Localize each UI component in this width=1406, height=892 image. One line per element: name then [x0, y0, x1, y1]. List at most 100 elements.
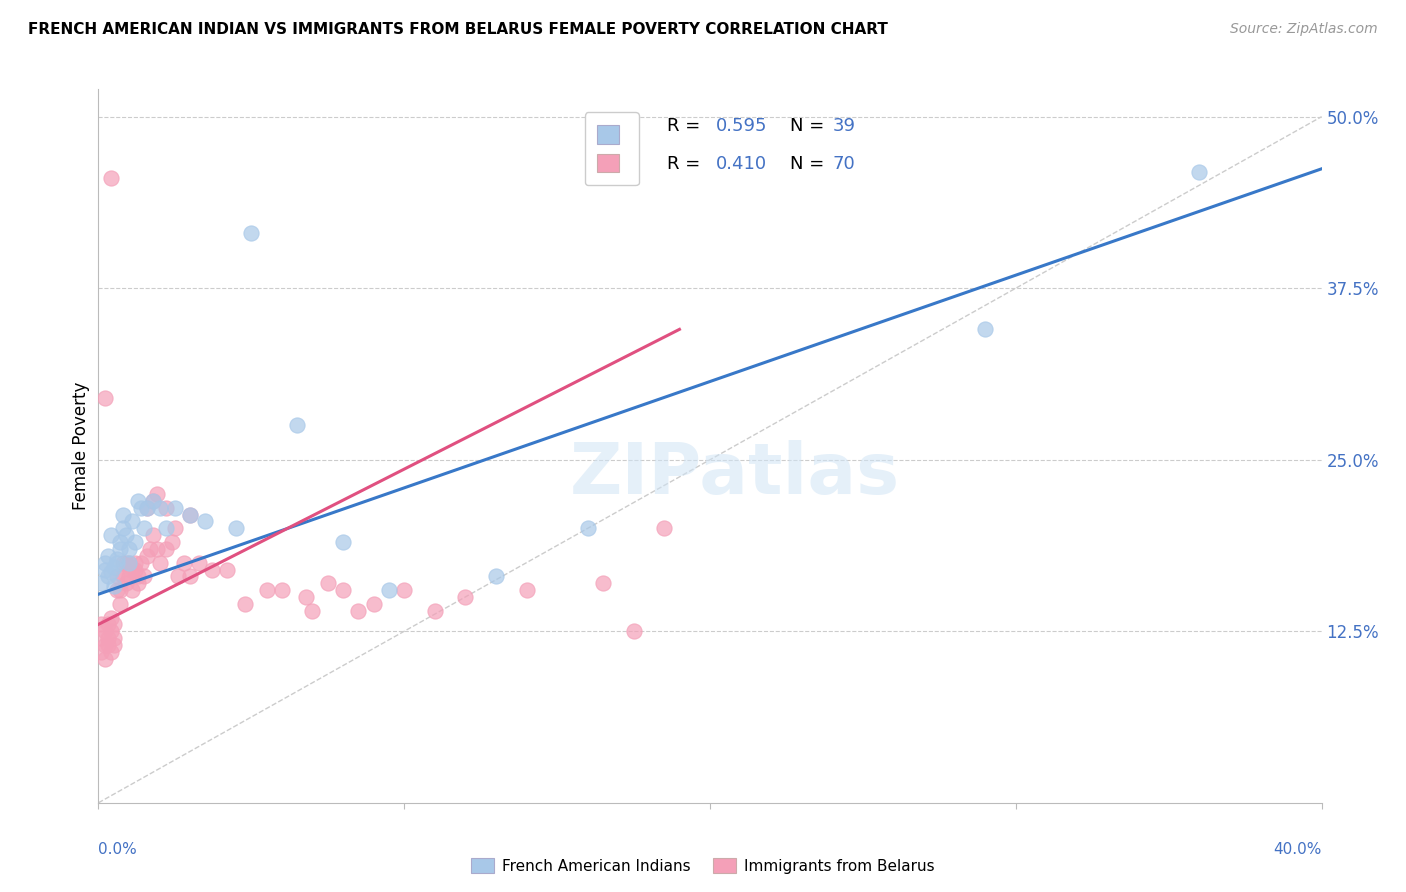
Point [134, 569, 156, 583]
Point [127, 569, 149, 583]
Point [423, 604, 446, 618]
Point [121, 515, 143, 529]
Point [136, 549, 159, 563]
Point [97, 617, 120, 632]
Point [129, 500, 152, 515]
Point [97, 631, 120, 645]
Point [93, 556, 115, 570]
Text: FRENCH AMERICAN INDIAN VS IMMIGRANTS FROM BELARUS FEMALE POVERTY CORRELATION CHA: FRENCH AMERICAN INDIAN VS IMMIGRANTS FRO… [28, 22, 889, 37]
Text: Source: ZipAtlas.com: Source: ZipAtlas.com [1230, 22, 1378, 37]
Point [215, 562, 238, 576]
Point [1188, 164, 1211, 178]
Point [93, 638, 115, 652]
Point [111, 521, 134, 535]
Point [90, 645, 112, 659]
Point [974, 322, 997, 336]
Text: R =: R = [668, 155, 706, 173]
Point [163, 500, 186, 515]
Text: 0.595: 0.595 [716, 118, 768, 136]
Point [100, 645, 122, 659]
Point [105, 583, 128, 598]
Point [167, 569, 190, 583]
Point [155, 500, 177, 515]
Point [100, 528, 122, 542]
Text: N =: N = [790, 155, 830, 173]
Point [516, 583, 538, 598]
Legend: , : , [585, 112, 638, 186]
Point [93, 624, 115, 639]
Point [155, 521, 177, 535]
Point [105, 556, 128, 570]
Text: 39: 39 [832, 118, 855, 136]
Text: N =: N = [790, 118, 830, 136]
Point [295, 590, 318, 604]
Point [103, 631, 125, 645]
Point [145, 487, 167, 501]
Point [118, 541, 141, 556]
Point [149, 556, 172, 570]
Point [188, 556, 211, 570]
Point [93, 651, 115, 665]
Point [103, 559, 125, 574]
Text: 0.0%: 0.0% [98, 842, 138, 857]
Point [93, 562, 115, 576]
Point [225, 521, 247, 535]
Point [145, 541, 167, 556]
Point [301, 604, 323, 618]
Point [111, 508, 134, 522]
Point [111, 569, 134, 583]
Point [623, 624, 645, 639]
Point [127, 494, 149, 508]
Point [124, 556, 146, 570]
Point [103, 579, 125, 593]
Point [118, 569, 141, 583]
Point [240, 227, 263, 241]
Text: 0.410: 0.410 [716, 155, 768, 173]
Point [124, 535, 146, 549]
Point [100, 610, 122, 624]
Point [316, 576, 339, 591]
Text: 40.0%: 40.0% [1274, 842, 1322, 857]
Point [142, 494, 165, 508]
Point [163, 521, 186, 535]
Point [160, 535, 183, 549]
Text: 70: 70 [832, 155, 855, 173]
Point [270, 583, 292, 598]
Point [97, 549, 120, 563]
Point [378, 583, 401, 598]
Point [134, 521, 156, 535]
Point [149, 500, 172, 515]
Point [115, 528, 138, 542]
Point [652, 521, 675, 535]
Point [100, 171, 122, 186]
Y-axis label: Female Poverty: Female Poverty [72, 382, 90, 510]
Point [127, 576, 149, 591]
Point [108, 541, 131, 556]
Point [129, 556, 152, 570]
Point [179, 508, 201, 522]
Point [108, 535, 131, 549]
Point [118, 556, 141, 570]
Point [173, 556, 195, 570]
Point [347, 604, 370, 618]
Point [363, 597, 385, 611]
Point [105, 569, 128, 583]
Point [285, 418, 308, 433]
Point [179, 508, 201, 522]
Point [139, 541, 162, 556]
Point [108, 597, 131, 611]
Point [179, 569, 201, 583]
Point [111, 556, 134, 570]
Point [136, 500, 159, 515]
Text: ZIPatlas: ZIPatlas [569, 440, 900, 509]
Text: R =: R = [668, 118, 706, 136]
Point [90, 631, 112, 645]
Legend: French American Indians, Immigrants from Belarus: French American Indians, Immigrants from… [465, 852, 941, 880]
Point [256, 583, 278, 598]
Point [100, 624, 122, 639]
Point [454, 590, 477, 604]
Point [100, 566, 122, 580]
Point [485, 569, 508, 583]
Point [121, 583, 143, 598]
Point [392, 583, 416, 598]
